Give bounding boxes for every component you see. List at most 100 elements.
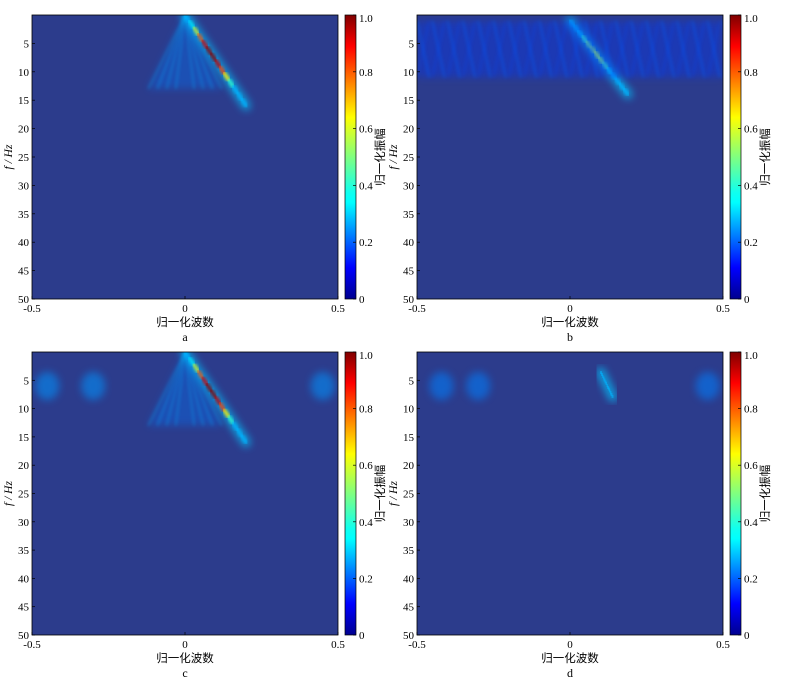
heatmap-features — [429, 367, 720, 402]
colorbar-tick-label: 0.6 — [744, 124, 758, 136]
y-tick-label: 20 — [18, 124, 30, 136]
colorbar-tick-label: 0.6 — [744, 460, 758, 472]
heatmap-blob — [35, 371, 60, 400]
y-axis: 5 10 15 20 25 30 35 40 45 50 — [18, 38, 35, 306]
y-tick-label: 5 — [24, 38, 30, 50]
y-tick-label: 10 — [403, 67, 415, 79]
colorbar-label: 归一化振幅 — [373, 465, 387, 523]
x-axis-label: 归一化波数 — [156, 315, 214, 329]
colorbar: 0 0.2 0.4 0.6 0.8 1.0 归一化振幅 — [729, 13, 772, 306]
heatmap-band — [417, 20, 723, 78]
colorbar-tick-label: 1.0 — [359, 13, 373, 25]
y-tick-label: 40 — [403, 573, 415, 585]
colorbar-tick-label: 0.2 — [359, 573, 373, 585]
y-tick-label: 45 — [403, 266, 415, 278]
y-tick-label: 15 — [403, 432, 415, 444]
colorbar-tick-label: 1.0 — [744, 350, 758, 362]
heatmap-blob — [81, 371, 106, 400]
colorbar-tick-label: 0 — [744, 630, 750, 642]
y-tick-label: 20 — [18, 460, 30, 472]
y-tick-label: 25 — [18, 489, 30, 501]
colorbar-tick-label: 0.4 — [744, 180, 758, 192]
x-axis: -0.5 0 0.5 — [408, 296, 730, 315]
heatmap-blob — [466, 371, 491, 400]
heatmap-background — [417, 352, 723, 635]
y-tick-label: 25 — [403, 152, 415, 164]
y-axis-label: f / Hz — [388, 481, 400, 506]
y-tick-label: 40 — [18, 573, 30, 585]
y-tick-label: 35 — [403, 545, 415, 557]
y-tick-label: 5 — [409, 38, 415, 50]
y-tick-label: 35 — [403, 209, 415, 221]
x-tick-label: 0.5 — [331, 639, 345, 651]
heatmap-fan — [147, 352, 223, 426]
x-tick-label: -0.5 — [408, 639, 426, 651]
colorbar-tick-label: 0.4 — [744, 517, 758, 529]
x-tick-label: -0.5 — [23, 303, 41, 315]
colorbar-tick-label: 1.0 — [744, 13, 758, 25]
y-tick-label: 40 — [18, 237, 30, 249]
y-tick-label: 30 — [403, 180, 415, 192]
heatmap-blob — [695, 371, 720, 400]
y-tick-label: 30 — [18, 517, 30, 529]
y-tick-label: 25 — [403, 489, 415, 501]
heatmap-features — [417, 16, 723, 100]
colorbar-tick-label: 0.8 — [359, 67, 373, 79]
y-tick-label: 15 — [18, 95, 30, 107]
colorbar-tick-label: 0.6 — [359, 460, 373, 472]
x-tick-label: 0 — [182, 639, 188, 651]
y-tick-label: 50 — [403, 294, 415, 306]
colorbar-tick-label: 0.6 — [359, 124, 373, 136]
y-tick-label: 45 — [18, 602, 30, 614]
y-tick-label: 50 — [403, 630, 415, 642]
x-tick-label: -0.5 — [23, 639, 41, 651]
y-tick-label: 20 — [403, 460, 415, 472]
x-tick-label: 0 — [567, 303, 573, 315]
x-axis: -0.5 0 0.5 — [408, 632, 730, 651]
x-tick-label: 0.5 — [716, 303, 730, 315]
x-axis-label: 归一化波数 — [541, 651, 599, 665]
y-tick-label: 10 — [18, 67, 30, 79]
x-tick-label: 0 — [567, 639, 573, 651]
heatmap-ridge — [596, 367, 618, 402]
x-axis: -0.5 0 0.5 — [23, 632, 345, 651]
colorbar-gradient — [729, 14, 742, 300]
y-tick-label: 20 — [403, 124, 415, 136]
colorbar-tick-label: 0.8 — [744, 67, 758, 79]
x-axis-label: 归一化波数 — [156, 651, 214, 665]
y-tick-label: 50 — [18, 630, 30, 642]
colorbar-tick-label: 0.2 — [744, 573, 758, 585]
colorbar-label: 归一化振幅 — [758, 465, 772, 523]
x-axis-label: 归一化波数 — [541, 315, 599, 329]
panel-letter: b — [567, 330, 573, 344]
y-axis-label: f / Hz — [3, 481, 15, 506]
y-tick-label: 35 — [18, 209, 30, 221]
y-axis: 5 10 15 20 25 30 35 40 45 50 — [18, 375, 35, 642]
x-tick-label: -0.5 — [408, 303, 426, 315]
y-tick-label: 40 — [403, 237, 415, 249]
x-tick-label: 0.5 — [331, 303, 345, 315]
colorbar-tick-label: 0.4 — [359, 517, 373, 529]
y-tick-label: 10 — [18, 404, 30, 416]
heatmap-features — [147, 15, 251, 111]
y-tick-label: 35 — [18, 545, 30, 557]
colorbar-gradient — [344, 351, 357, 636]
y-tick-label: 45 — [403, 602, 415, 614]
colorbar-tick-label: 0.4 — [359, 180, 373, 192]
colorbar: 0 0.2 0.4 0.6 0.8 1.0 归一化振幅 — [344, 350, 387, 642]
colorbar-gradient — [729, 351, 742, 636]
x-axis: -0.5 0 0.5 — [23, 296, 345, 315]
y-tick-label: 15 — [403, 95, 415, 107]
y-axis: 5 10 15 20 25 30 35 40 45 50 — [403, 375, 420, 642]
y-axis-label: f / Hz — [388, 144, 400, 169]
heatmap-blob — [429, 371, 454, 400]
colorbar: 0 0.2 0.4 0.6 0.8 1.0 归一化振幅 — [729, 350, 772, 642]
x-tick-label: 0.5 — [716, 639, 730, 651]
y-tick-label: 5 — [409, 375, 415, 387]
y-tick-label: 30 — [18, 180, 30, 192]
panel-letter: c — [182, 666, 187, 680]
